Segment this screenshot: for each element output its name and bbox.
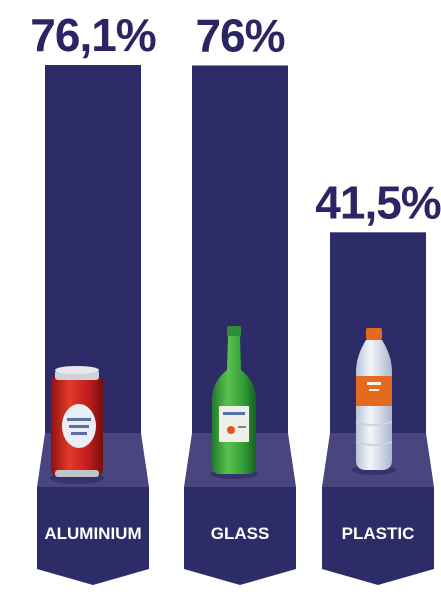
value-label-glass: 76% — [195, 9, 284, 61]
label-block-aluminium — [37, 487, 149, 585]
category-label-plastic: PLASTIC — [342, 524, 415, 543]
category-label-aluminium: ALUMINIUM — [44, 524, 141, 543]
value-label-plastic: 41,5% — [315, 176, 441, 228]
glass-bottle-icon — [210, 326, 258, 479]
category-label-glass: GLASS — [211, 524, 270, 543]
label-block-glass — [184, 487, 296, 585]
soda-can-icon — [50, 366, 104, 484]
plastic-bottle-icon — [352, 328, 396, 475]
label-block-plastic — [322, 487, 434, 585]
value-label-aluminium: 76,1% — [30, 9, 156, 61]
